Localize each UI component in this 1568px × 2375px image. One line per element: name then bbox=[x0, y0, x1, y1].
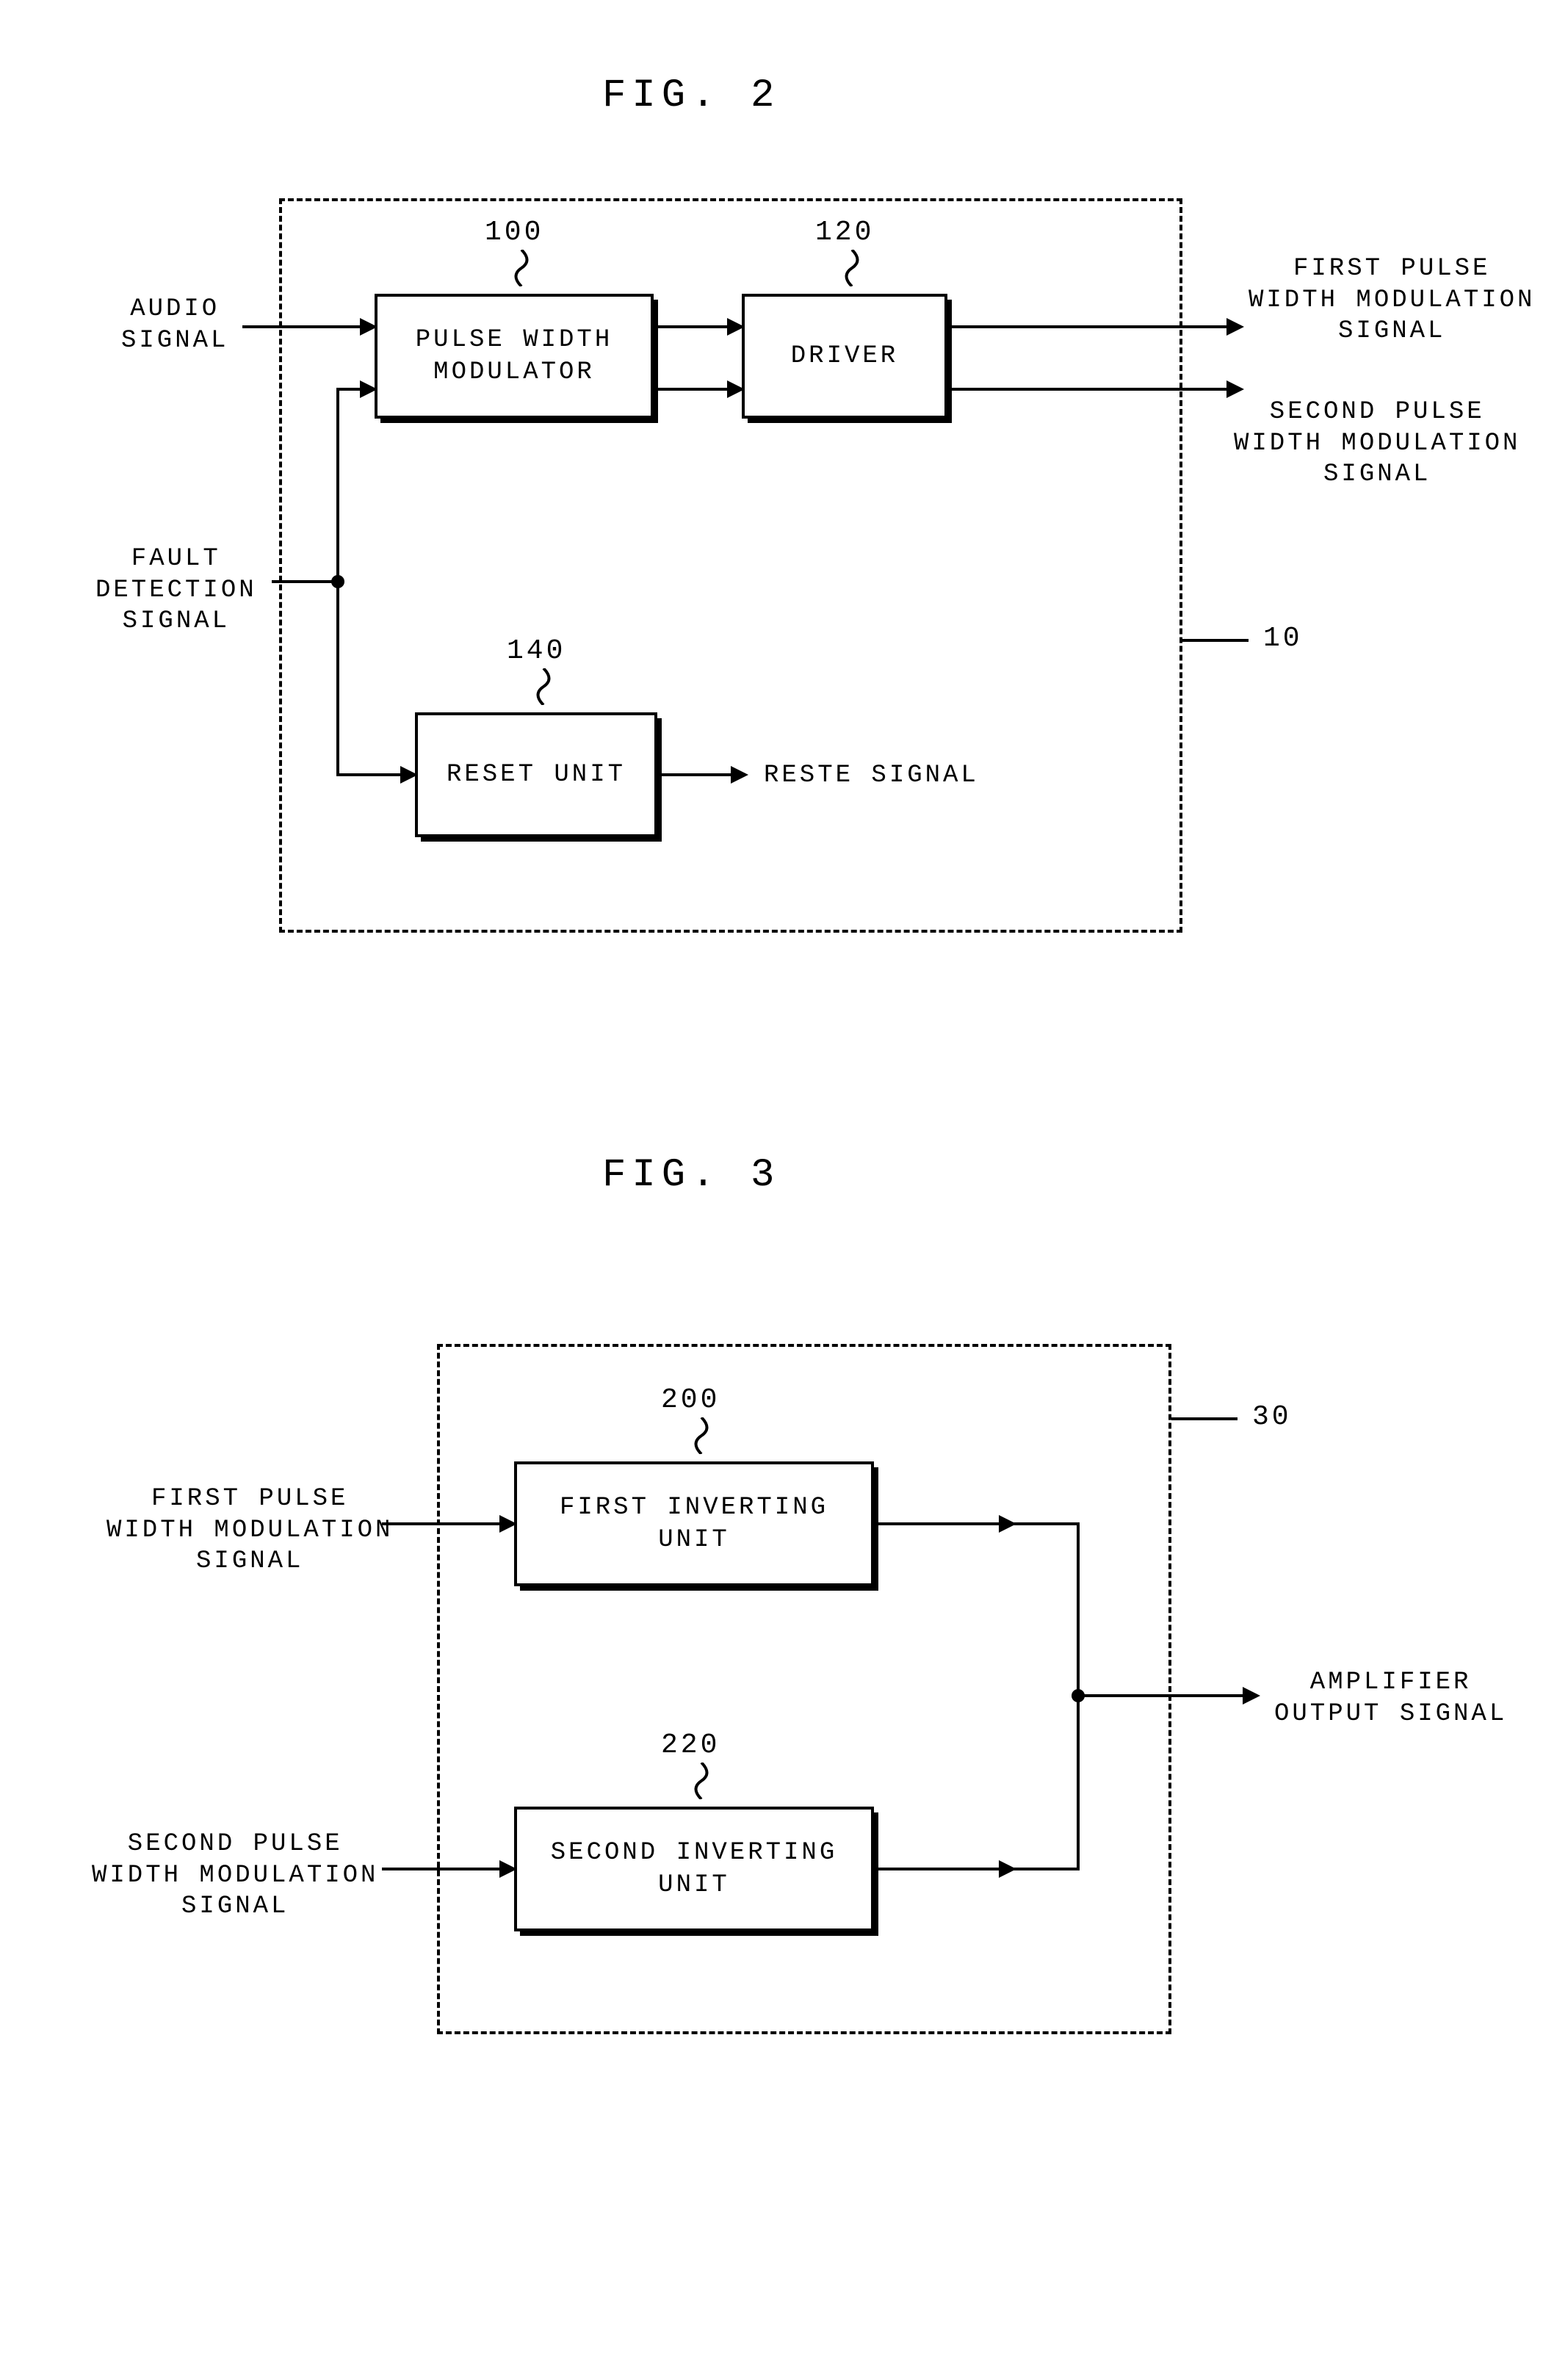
out2-label: SECOND PULSE WIDTH MODULATION SIGNAL bbox=[1234, 397, 1520, 491]
inv1-label: FIRST INVERTING UNIT bbox=[560, 1492, 828, 1556]
reset-ref-squiggle bbox=[521, 668, 566, 705]
in2-wire bbox=[382, 1868, 503, 1870]
driver-label: DRIVER bbox=[791, 340, 898, 372]
inv2-out-wire bbox=[877, 1868, 1080, 1870]
fault-arrow-reset bbox=[400, 766, 418, 784]
inv1-block: FIRST INVERTING UNIT bbox=[514, 1461, 874, 1586]
inv2-block: SECOND INVERTING UNIT bbox=[514, 1807, 874, 1931]
pwm-label: PULSE WIDTH MODULATOR bbox=[416, 324, 613, 388]
reset-out-label: RESTE SIGNAL bbox=[764, 760, 979, 792]
pwm-driver-arrow1 bbox=[727, 318, 745, 336]
driver-block: DRIVER bbox=[742, 294, 947, 419]
reset-out-arrow bbox=[731, 766, 748, 784]
fault-wire-h bbox=[272, 580, 338, 583]
audio-arrow bbox=[360, 318, 377, 336]
amp-out-label: AMPLIFIER OUTPUT SIGNAL bbox=[1274, 1667, 1507, 1729]
in1-arrow bbox=[499, 1515, 517, 1533]
inv2-out-arrow bbox=[999, 1860, 1016, 1878]
pwm-driver-wire2 bbox=[657, 388, 730, 391]
driver-out1-wire bbox=[950, 325, 1229, 328]
audio-signal-label: AUDIO SIGNAL bbox=[121, 294, 228, 356]
fault-wire-up bbox=[336, 388, 339, 582]
fig2-ref-container: 10 bbox=[1263, 623, 1303, 654]
in2-label: SECOND PULSE WIDTH MODULATION SIGNAL bbox=[92, 1829, 378, 1923]
fault-signal-label: FAULT DETECTION SIGNAL bbox=[95, 543, 257, 637]
inv1-out-wire bbox=[877, 1522, 1080, 1525]
inv1-ref-squiggle bbox=[679, 1417, 723, 1454]
fig3-ref-container: 30 bbox=[1252, 1401, 1292, 1433]
amp-out-wire bbox=[1077, 1694, 1246, 1697]
reset-out-wire bbox=[660, 773, 734, 776]
inv2-label: SECOND INVERTING UNIT bbox=[551, 1837, 837, 1901]
pwm-driver-wire1 bbox=[657, 325, 730, 328]
in1-label: FIRST PULSE WIDTH MODULATION SIGNAL bbox=[106, 1483, 393, 1577]
inv1-ref: 200 bbox=[661, 1384, 720, 1416]
pwm-block: PULSE WIDTH MODULATOR bbox=[375, 294, 654, 419]
driver-out1-arrow bbox=[1226, 318, 1244, 336]
pwm-ref-squiggle bbox=[499, 250, 543, 286]
out1-label: FIRST PULSE WIDTH MODULATION SIGNAL bbox=[1249, 253, 1535, 347]
fig3-title: FIG. 3 bbox=[602, 1153, 780, 1198]
fault-wire-down-h bbox=[336, 773, 406, 776]
reset-label: RESET UNIT bbox=[447, 759, 626, 791]
reset-block: RESET UNIT bbox=[415, 712, 657, 837]
driver-out2-arrow bbox=[1226, 380, 1244, 398]
fig3-ref30-leader bbox=[1171, 1417, 1238, 1420]
fig2-title: FIG. 2 bbox=[602, 73, 780, 118]
driver-out2-wire bbox=[950, 388, 1229, 391]
fault-wire-down bbox=[336, 580, 339, 775]
audio-wire bbox=[242, 325, 364, 328]
reset-ref: 140 bbox=[507, 635, 566, 667]
fig2-ref10-leader bbox=[1182, 639, 1249, 642]
amp-out-arrow bbox=[1243, 1687, 1260, 1705]
in2-arrow bbox=[499, 1860, 517, 1878]
driver-ref: 120 bbox=[815, 217, 874, 248]
pwm-ref: 100 bbox=[485, 217, 543, 248]
in1-wire bbox=[382, 1522, 503, 1525]
pwm-driver-arrow2 bbox=[727, 380, 745, 398]
inv2-ref-squiggle bbox=[679, 1763, 723, 1799]
fault-arrow-pwm bbox=[360, 380, 377, 398]
inv2-ref: 220 bbox=[661, 1729, 720, 1761]
inv1-out-arrow bbox=[999, 1515, 1016, 1533]
driver-ref-squiggle bbox=[830, 250, 874, 286]
